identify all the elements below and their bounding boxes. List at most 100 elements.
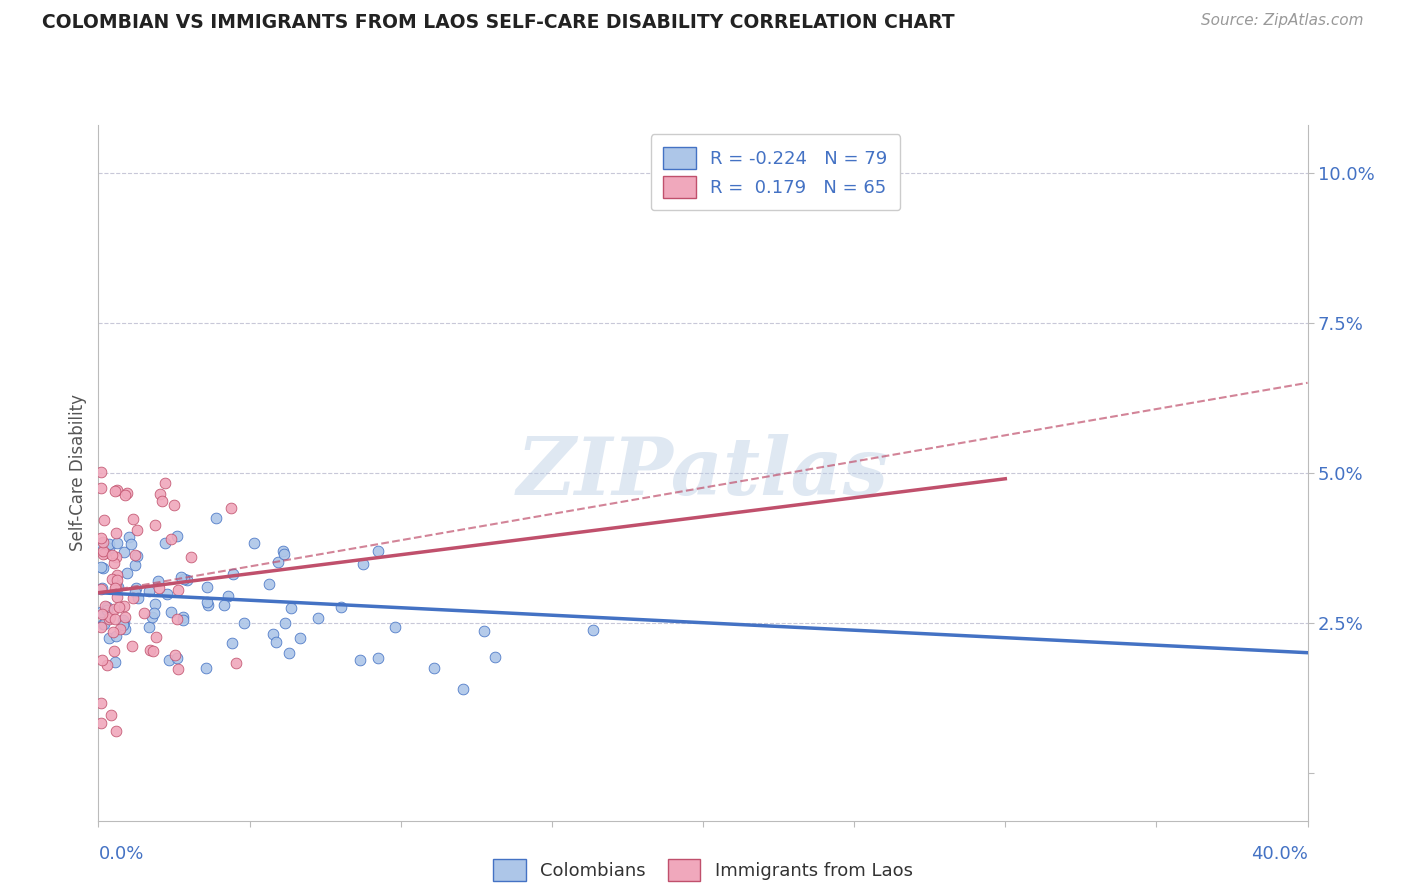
Point: [173, 572, 195, 586]
Point: [197, 599, 219, 613]
Text: Source: ZipAtlas.com: Source: ZipAtlas.com: [1201, 13, 1364, 29]
Point: [101, 572, 124, 586]
Point: [157, 652, 180, 666]
Point: [148, 581, 170, 595]
Point: [93, 544, 115, 558]
Point: [266, 555, 288, 569]
Point: [103, 556, 125, 570]
Point: [166, 651, 188, 665]
Point: [107, 590, 129, 604]
Point: [98, 537, 121, 551]
Point: [180, 550, 202, 565]
Point: [107, 580, 129, 594]
Point: [91, 653, 114, 667]
Point: [90, 696, 112, 710]
Point: [167, 662, 190, 676]
Point: [105, 568, 128, 582]
Point: [212, 598, 235, 612]
Point: [138, 620, 160, 634]
Point: [105, 574, 128, 588]
Point: [114, 488, 136, 502]
Point: [367, 544, 389, 558]
Point: [104, 550, 127, 565]
Point: [134, 606, 156, 620]
Point: [93, 617, 115, 632]
Point: [90, 582, 112, 596]
Point: [96, 657, 118, 672]
Text: 40.0%: 40.0%: [1251, 845, 1308, 863]
Point: [112, 615, 135, 630]
Point: [160, 532, 183, 546]
Point: [225, 657, 247, 671]
Point: [156, 587, 179, 601]
Point: [150, 493, 173, 508]
Point: [91, 535, 114, 549]
Point: [118, 530, 141, 544]
Point: [100, 610, 122, 624]
Point: [115, 486, 138, 500]
Point: [121, 591, 143, 606]
Point: [90, 465, 112, 479]
Point: [120, 536, 142, 550]
Point: [94, 599, 117, 614]
Point: [581, 623, 603, 637]
Y-axis label: Self-Care Disability: Self-Care Disability: [69, 394, 87, 551]
Point: [91, 561, 114, 575]
Point: [96, 599, 118, 614]
Text: 0.0%: 0.0%: [98, 845, 143, 863]
Point: [273, 615, 295, 630]
Point: [176, 573, 198, 587]
Point: [205, 510, 228, 524]
Point: [264, 635, 287, 649]
Point: [105, 483, 128, 497]
Point: [108, 599, 131, 614]
Point: [172, 610, 194, 624]
Point: [90, 481, 112, 495]
Point: [194, 661, 217, 675]
Point: [170, 570, 193, 584]
Point: [112, 599, 135, 613]
Point: [93, 547, 115, 561]
Point: [221, 566, 243, 581]
Point: [353, 558, 375, 572]
Point: [90, 619, 112, 633]
Point: [221, 636, 243, 650]
Point: [153, 535, 176, 549]
Point: [114, 622, 136, 636]
Point: [121, 640, 143, 654]
Point: [111, 618, 134, 632]
Point: [104, 579, 127, 593]
Point: [142, 644, 165, 658]
Point: [127, 524, 149, 538]
Point: [257, 577, 280, 591]
Point: [108, 623, 131, 637]
Point: [124, 558, 146, 573]
Point: [143, 597, 166, 611]
Point: [124, 585, 146, 599]
Point: [288, 632, 311, 646]
Point: [232, 616, 254, 631]
Point: [167, 583, 190, 598]
Text: COLOMBIAN VS IMMIGRANTS FROM LAOS SELF-CARE DISABILITY CORRELATION CHART: COLOMBIAN VS IMMIGRANTS FROM LAOS SELF-C…: [42, 13, 955, 32]
Point: [104, 656, 127, 670]
Point: [349, 653, 371, 667]
Point: [219, 500, 242, 515]
Point: [112, 545, 135, 559]
Point: [127, 591, 149, 605]
Point: [195, 595, 218, 609]
Point: [138, 584, 160, 599]
Point: [139, 643, 162, 657]
Point: [163, 648, 186, 662]
Point: [124, 548, 146, 562]
Point: [195, 580, 218, 594]
Point: [101, 625, 124, 640]
Point: [280, 601, 302, 615]
Point: [96, 603, 118, 617]
Point: [172, 613, 194, 627]
Point: [98, 631, 121, 645]
Point: [90, 715, 112, 730]
Point: [97, 612, 120, 626]
Point: [121, 511, 143, 525]
Point: [97, 541, 120, 555]
Point: [163, 498, 186, 512]
